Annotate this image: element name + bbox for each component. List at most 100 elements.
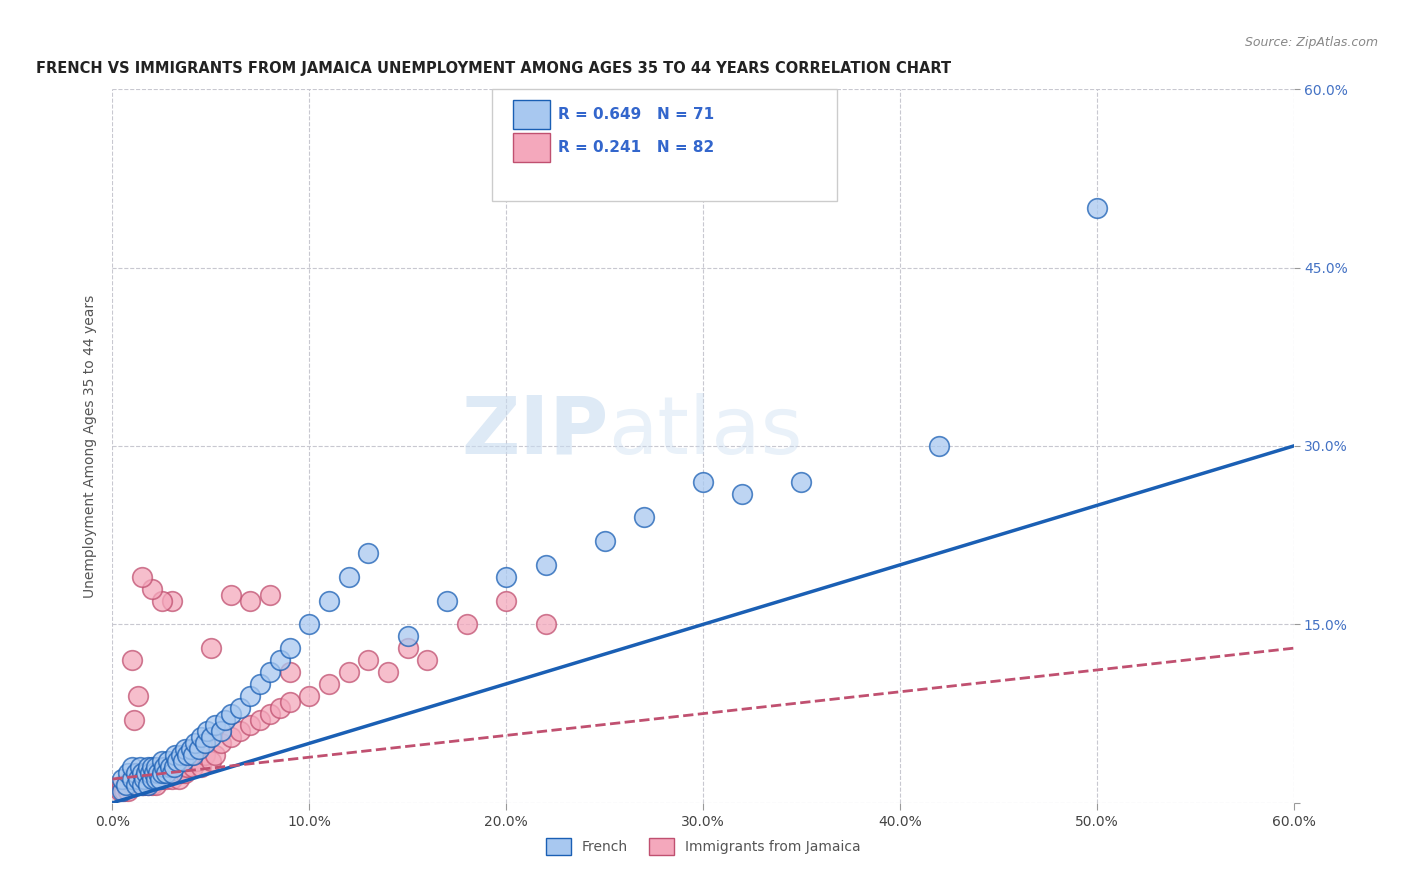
Text: ZIP: ZIP: [461, 392, 609, 471]
Point: [190, 731, 212, 745]
Point: [219, 731, 242, 745]
Point: [249, 677, 271, 691]
Point: [396, 629, 419, 643]
Point: [162, 760, 184, 774]
Point: [159, 766, 181, 780]
Point: [115, 778, 138, 792]
Point: [139, 766, 162, 780]
Point: [209, 724, 232, 739]
Point: [132, 772, 155, 786]
Point: [145, 778, 167, 792]
Point: [152, 760, 174, 774]
Point: [170, 748, 193, 763]
Point: [125, 778, 148, 792]
Point: [131, 778, 153, 792]
Point: [633, 510, 655, 524]
Point: [156, 760, 179, 774]
Point: [146, 772, 169, 786]
Point: [495, 570, 517, 584]
Point: [111, 778, 134, 792]
Point: [141, 760, 163, 774]
Point: [219, 588, 242, 602]
Point: [204, 748, 226, 763]
Point: [145, 760, 167, 774]
Point: [190, 760, 212, 774]
Point: [150, 766, 173, 780]
Text: R = 0.241   N = 82: R = 0.241 N = 82: [558, 140, 714, 155]
Point: [180, 748, 202, 763]
Point: [117, 784, 139, 798]
Point: [166, 754, 188, 768]
Point: [239, 718, 262, 732]
Point: [129, 772, 152, 786]
Point: [396, 641, 419, 656]
Point: [159, 760, 181, 774]
Point: [136, 778, 159, 792]
Point: [132, 778, 155, 792]
Point: [141, 778, 163, 792]
Point: [111, 772, 134, 786]
Point: [195, 724, 218, 739]
Point: [377, 665, 399, 679]
Point: [269, 700, 291, 714]
Point: [194, 748, 217, 763]
Point: [145, 772, 167, 786]
Point: [259, 665, 281, 679]
Point: [165, 760, 187, 774]
Point: [219, 706, 242, 721]
Text: R = 0.649   N = 71: R = 0.649 N = 71: [558, 107, 714, 122]
Point: [170, 766, 193, 780]
Point: [790, 475, 813, 489]
Point: [495, 593, 517, 607]
Point: [117, 766, 139, 780]
Legend: French, Immigrants from Jamaica: French, Immigrants from Jamaica: [540, 833, 866, 860]
Point: [160, 766, 183, 780]
Point: [176, 748, 198, 763]
Point: [129, 760, 152, 774]
Point: [136, 760, 159, 774]
Point: [200, 754, 222, 768]
Point: [132, 766, 155, 780]
Point: [318, 677, 340, 691]
Point: [146, 766, 169, 780]
Point: [174, 742, 197, 756]
Point: [357, 546, 380, 560]
Point: [184, 736, 207, 750]
Point: [115, 778, 138, 792]
Point: [200, 641, 222, 656]
Point: [456, 617, 478, 632]
Point: [155, 772, 177, 786]
Point: [127, 689, 149, 703]
Point: [298, 689, 321, 703]
Point: [162, 766, 184, 780]
Point: [239, 689, 262, 703]
Point: [121, 778, 143, 792]
Point: [186, 754, 208, 768]
Point: [135, 766, 157, 780]
Point: [150, 593, 173, 607]
Point: [125, 772, 148, 786]
Point: [204, 718, 226, 732]
Point: [150, 754, 173, 768]
Point: [357, 653, 380, 667]
Point: [174, 766, 197, 780]
Point: [534, 558, 557, 572]
Point: [121, 772, 143, 786]
Point: [142, 772, 165, 786]
Point: [145, 766, 167, 780]
Point: [337, 570, 360, 584]
Point: [149, 766, 172, 780]
Point: [534, 617, 557, 632]
Point: [141, 772, 163, 786]
Point: [122, 713, 145, 727]
Point: [298, 617, 321, 632]
Point: [160, 772, 183, 786]
Point: [194, 736, 217, 750]
Point: [165, 748, 187, 763]
Point: [131, 766, 153, 780]
Point: [156, 754, 179, 768]
Point: [131, 570, 153, 584]
Point: [160, 593, 183, 607]
Point: [200, 731, 222, 745]
Point: [127, 772, 149, 786]
